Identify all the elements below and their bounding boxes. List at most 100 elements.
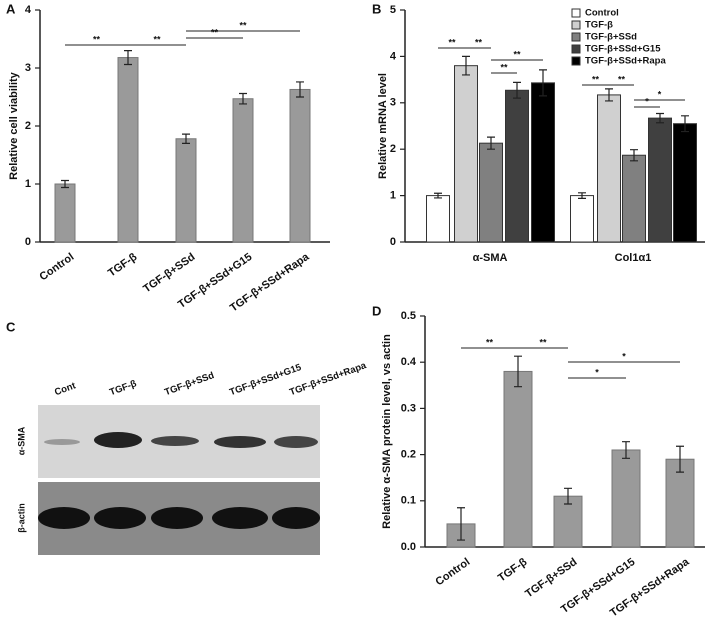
x-tick-label: Col1α1: [615, 252, 652, 264]
bar: [232, 98, 254, 243]
legend-swatch: [571, 32, 581, 42]
error-bar: [434, 192, 442, 199]
panel-label: A: [6, 1, 16, 16]
bar: [648, 117, 672, 243]
legend-label: TGF-β+SSd+G15: [585, 44, 661, 55]
error-bar: [630, 149, 638, 162]
y-tick-label: 4: [25, 4, 32, 16]
y-tick-label: 3: [25, 62, 31, 74]
blot-lane-label: TGF-β: [108, 378, 138, 398]
significance-label: **: [592, 74, 600, 84]
legend-swatch: [571, 56, 581, 66]
x-tick-label: TGF-β: [496, 556, 530, 585]
significance-label: *: [595, 367, 599, 377]
legend-swatch: [571, 8, 581, 18]
bar: [454, 65, 478, 243]
y-tick-label: 1: [25, 178, 31, 190]
y-tick-label: 3: [390, 97, 396, 109]
bar: [570, 195, 594, 243]
significance-label: **: [448, 37, 456, 47]
y-tick-label: 4: [390, 50, 397, 62]
bar: [503, 370, 533, 548]
x-tick-label: TGF-β: [106, 251, 140, 280]
bar: [426, 195, 450, 243]
y-tick-label: 0.0: [401, 541, 416, 553]
significance-label: *: [658, 89, 662, 99]
bar: [479, 142, 503, 243]
significance-label: **: [513, 49, 521, 59]
significance-label: *: [645, 96, 649, 106]
bar: [117, 57, 139, 243]
error-bar: [656, 112, 664, 124]
blot-row-label: β-actin: [16, 503, 26, 533]
significance-label: **: [153, 34, 161, 44]
x-tick-label: Control: [433, 556, 472, 588]
legend-label: TGF-β+SSd+Rapa: [585, 56, 666, 67]
band: [94, 507, 146, 529]
y-tick-label: 5: [390, 4, 396, 16]
x-tick-label: α-SMA: [473, 252, 508, 264]
error-bar: [239, 92, 247, 105]
bar: [175, 138, 197, 243]
band: [274, 436, 318, 448]
panel-label: D: [372, 303, 381, 318]
y-tick-label: 0.2: [401, 449, 416, 461]
y-axis-label: Relative cell viability: [8, 71, 20, 179]
legend-swatch: [571, 44, 581, 54]
bar: [597, 94, 621, 243]
band: [44, 439, 80, 445]
y-tick-label: 0.5: [401, 310, 416, 322]
band: [94, 432, 142, 448]
legend-label: TGF-β: [585, 20, 613, 31]
legend-label: TGF-β+SSd: [585, 32, 637, 43]
error-bar: [462, 55, 470, 76]
band: [214, 436, 266, 448]
y-tick-label: 0.4: [401, 356, 417, 368]
significance-label: **: [500, 62, 508, 72]
band: [38, 507, 90, 529]
significance-label: **: [486, 337, 494, 347]
error-bar: [622, 441, 630, 459]
panel-label: B: [372, 1, 381, 16]
y-tick-label: 1: [390, 190, 396, 202]
x-tick-label: TGF-β+SSd: [523, 556, 579, 600]
y-axis-label: Relative mRNA level: [377, 73, 389, 179]
significance-label: **: [539, 337, 547, 347]
bar: [54, 183, 76, 243]
y-tick-label: 2: [25, 120, 31, 132]
error-bar: [513, 81, 521, 99]
error-bar: [182, 133, 190, 144]
significance-label: *: [622, 351, 626, 361]
y-tick-label: 0.1: [401, 495, 416, 507]
band: [151, 507, 203, 529]
error-bar: [578, 192, 586, 199]
x-tick-label: TGF-β+SSd: [141, 251, 197, 295]
y-tick-label: 0.3: [401, 402, 416, 414]
bar: [289, 88, 311, 243]
bar: [505, 89, 529, 243]
legend-swatch: [571, 20, 581, 30]
bar: [673, 123, 697, 243]
error-bar: [681, 115, 689, 133]
error-bar: [605, 88, 613, 102]
error-bar: [296, 81, 304, 98]
blot-lane-label: Cont: [53, 380, 78, 398]
bar: [531, 82, 555, 243]
error-bar: [564, 487, 572, 505]
x-tick-label: Control: [37, 251, 76, 283]
panel-label: C: [6, 319, 16, 334]
error-bar: [124, 50, 132, 66]
band: [212, 507, 268, 529]
significance-label: **: [239, 20, 247, 30]
significance-label: **: [93, 34, 101, 44]
y-axis-label: Relative α-SMA protein level, vs actin: [381, 334, 393, 529]
error-bar: [514, 355, 522, 388]
y-tick-label: 0: [390, 236, 396, 248]
significance-label: **: [618, 74, 626, 84]
error-bar: [676, 445, 684, 473]
significance-label: **: [475, 37, 483, 47]
error-bar: [61, 179, 69, 189]
bar: [611, 449, 641, 548]
band: [272, 507, 320, 529]
